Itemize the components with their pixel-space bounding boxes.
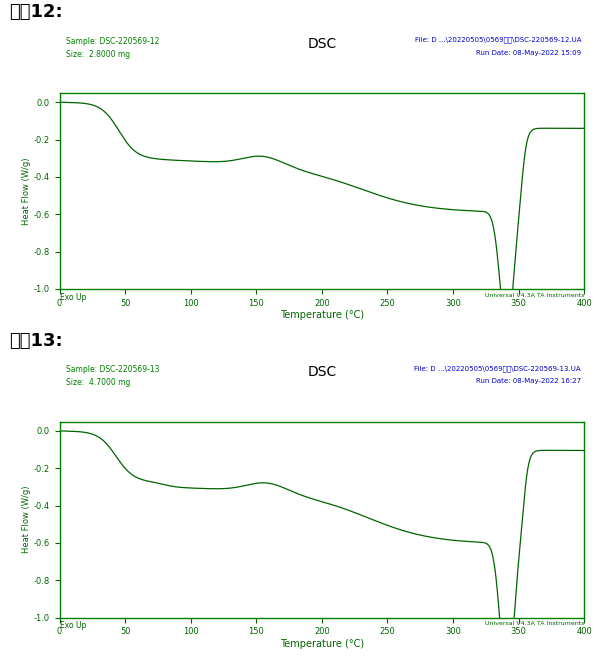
X-axis label: Temperature (°C): Temperature (°C) [280, 310, 364, 320]
Text: Exo Up: Exo Up [60, 622, 86, 630]
Text: Sample: DSC-220569-12: Sample: DSC-220569-12 [66, 37, 159, 46]
Text: DSC: DSC [307, 37, 337, 50]
Text: 样品12:: 样品12: [9, 3, 63, 21]
Text: Universal V4.3A TA Instruments: Universal V4.3A TA Instruments [485, 293, 584, 297]
Y-axis label: Heat Flow (W/g): Heat Flow (W/g) [22, 486, 31, 553]
Text: Size:  2.8000 mg: Size: 2.8000 mg [66, 50, 130, 59]
Text: 340.97°C: 340.97°C [0, 663, 1, 664]
Text: Universal V4.3A TA Instruments: Universal V4.3A TA Instruments [485, 622, 584, 626]
Text: 样品13:: 样品13: [9, 332, 63, 350]
Text: File: D ...\20220505\0569空管\DSC-220569-12.UA: File: D ...\20220505\0569空管\DSC-220569-1… [415, 37, 581, 43]
Y-axis label: Heat Flow (W/g): Heat Flow (W/g) [22, 157, 31, 224]
X-axis label: Temperature (°C): Temperature (°C) [280, 639, 364, 649]
Text: Run Date: 08-May-2022 15:09: Run Date: 08-May-2022 15:09 [476, 50, 581, 56]
Text: DSC: DSC [307, 365, 337, 379]
Text: File: D ...\20220505\0569空管\DSC-220569-13.UA: File: D ...\20220505\0569空管\DSC-220569-1… [414, 365, 581, 372]
Text: 341.15°C: 341.15°C [0, 663, 1, 664]
Text: Run Date: 08-May-2022 16:27: Run Date: 08-May-2022 16:27 [476, 378, 581, 384]
Text: Sample: DSC-220569-13: Sample: DSC-220569-13 [66, 365, 159, 374]
Text: Size:  4.7000 mg: Size: 4.7000 mg [66, 378, 130, 388]
Text: Exo Up: Exo Up [60, 293, 86, 301]
